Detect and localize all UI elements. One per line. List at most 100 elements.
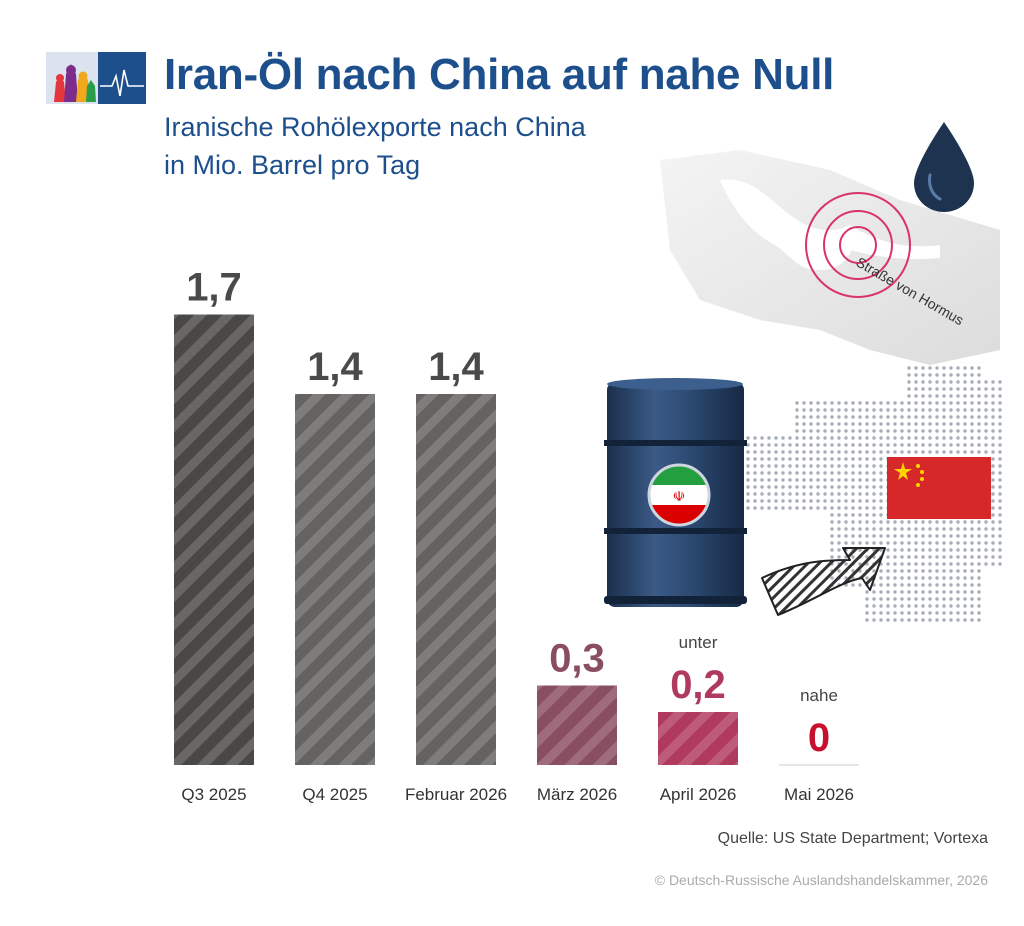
map-dot: [998, 471, 1002, 475]
map-dot: [879, 499, 883, 503]
map-dot: [991, 534, 995, 538]
map-dot: [858, 541, 862, 545]
map-dot: [809, 450, 813, 454]
map-dot: [893, 408, 897, 412]
map-dot: [907, 583, 911, 587]
map-dot: [956, 394, 960, 398]
map-dot: [823, 415, 827, 419]
map-dot: [935, 590, 939, 594]
map-dot: [844, 541, 848, 545]
map-dot: [928, 534, 932, 538]
map-dot: [914, 366, 918, 370]
map-dot: [879, 597, 883, 601]
map-dot: [844, 513, 848, 517]
map-dot: [858, 520, 862, 524]
map-dot: [858, 422, 862, 426]
map-dot: [844, 506, 848, 510]
map-dot: [872, 457, 876, 461]
map-dot: [872, 401, 876, 405]
map-dot: [872, 604, 876, 608]
map-dot: [949, 394, 953, 398]
map-dot: [802, 464, 806, 468]
map-dot: [998, 527, 1002, 531]
map-dot: [858, 492, 862, 496]
map-dot: [949, 443, 953, 447]
map-dot: [809, 492, 813, 496]
map-dot: [893, 541, 897, 545]
map-dot: [998, 492, 1002, 496]
map-dot: [928, 548, 932, 552]
map-dot: [795, 436, 799, 440]
map-dot: [879, 415, 883, 419]
map-dot: [830, 520, 834, 524]
map-dot: [844, 520, 848, 524]
map-dot: [774, 471, 778, 475]
map-dot: [984, 520, 988, 524]
map-dot: [949, 366, 953, 370]
map-dot: [851, 422, 855, 426]
map-dot: [907, 429, 911, 433]
map-dot: [774, 506, 778, 510]
map-dot: [949, 387, 953, 391]
map-dot: [963, 527, 967, 531]
map-dot: [935, 562, 939, 566]
map-dot: [900, 618, 904, 622]
map-dot: [858, 457, 862, 461]
map-dot: [963, 520, 967, 524]
map-dot: [921, 373, 925, 377]
map-dot: [942, 562, 946, 566]
category-label-2: Februar 2026: [405, 785, 507, 804]
category-label-1: Q4 2025: [302, 785, 367, 804]
map-dot: [900, 548, 904, 552]
map-dot: [858, 534, 862, 538]
value-labels-group: 1,7 1,4 1,4 0,3 0,2 unter 0 nahe: [186, 266, 838, 761]
map-dot: [998, 464, 1002, 468]
map-dot: [928, 401, 932, 405]
map-dot: [935, 597, 939, 601]
map-dot: [816, 499, 820, 503]
map-dot: [872, 464, 876, 468]
map-dot: [872, 618, 876, 622]
map-dot: [886, 590, 890, 594]
map-dot: [914, 590, 918, 594]
map-dot: [984, 450, 988, 454]
map-dot: [921, 555, 925, 559]
map-dot: [851, 485, 855, 489]
map-dot: [956, 541, 960, 545]
map-dot: [837, 443, 841, 447]
map-dot: [914, 562, 918, 566]
map-dot: [844, 492, 848, 496]
map-dot: [970, 590, 974, 594]
map-dot: [865, 436, 869, 440]
map-dot: [998, 513, 1002, 517]
map-dot: [858, 436, 862, 440]
map-dot: [844, 450, 848, 454]
map-dot: [851, 583, 855, 587]
map-dot: [830, 534, 834, 538]
map-dot: [907, 555, 911, 559]
map-dot: [809, 506, 813, 510]
map-dot: [907, 597, 911, 601]
bar-stripes-3: [537, 685, 617, 765]
map-dot: [837, 485, 841, 489]
map-dot: [970, 527, 974, 531]
map-dot: [949, 604, 953, 608]
map-dot: [949, 408, 953, 412]
map-dot: [942, 590, 946, 594]
map-dot: [991, 464, 995, 468]
map-dot: [907, 604, 911, 608]
map-dot: [865, 457, 869, 461]
map-dot: [984, 408, 988, 412]
map-dot: [816, 429, 820, 433]
map-dot: [844, 429, 848, 433]
map-dot: [928, 611, 932, 615]
map-dot: [998, 534, 1002, 538]
map-dot: [879, 520, 883, 524]
map-dot: [949, 555, 953, 559]
map-dot: [795, 415, 799, 419]
map-dot: [900, 408, 904, 412]
map-dot: [942, 443, 946, 447]
map-dot: [984, 527, 988, 531]
map-dot: [949, 597, 953, 601]
map-dot: [781, 485, 785, 489]
